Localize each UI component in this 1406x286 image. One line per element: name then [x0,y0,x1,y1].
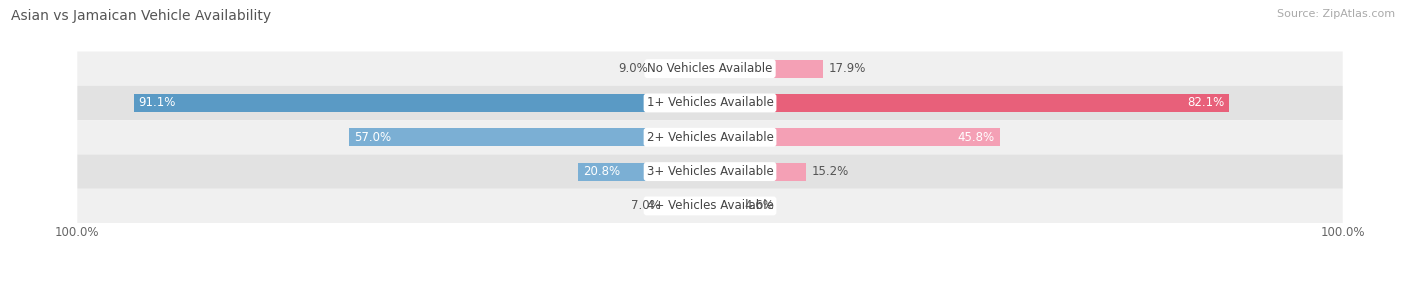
Bar [350,128,710,146]
FancyBboxPatch shape [77,154,1343,189]
Bar [710,197,740,215]
Bar [134,94,710,112]
FancyBboxPatch shape [77,86,1343,120]
Bar [710,128,1000,146]
Text: 17.9%: 17.9% [828,62,866,75]
Text: 1+ Vehicles Available: 1+ Vehicles Available [647,96,773,110]
Text: 9.0%: 9.0% [619,62,648,75]
Text: 4.6%: 4.6% [744,199,775,212]
Text: 91.1%: 91.1% [139,96,176,110]
Text: 3+ Vehicles Available: 3+ Vehicles Available [647,165,773,178]
FancyBboxPatch shape [77,51,1343,86]
Text: Source: ZipAtlas.com: Source: ZipAtlas.com [1277,9,1395,19]
Bar [710,163,806,180]
Text: 45.8%: 45.8% [957,131,995,144]
Bar [710,94,1229,112]
Text: 4+ Vehicles Available: 4+ Vehicles Available [647,199,773,212]
Bar [578,163,710,180]
Text: 82.1%: 82.1% [1187,96,1225,110]
Text: No Vehicles Available: No Vehicles Available [647,62,773,75]
FancyBboxPatch shape [77,189,1343,223]
Text: 7.0%: 7.0% [631,199,661,212]
Text: 20.8%: 20.8% [583,165,620,178]
Text: 57.0%: 57.0% [354,131,392,144]
Bar [666,197,710,215]
FancyBboxPatch shape [77,120,1343,154]
Text: 15.2%: 15.2% [811,165,848,178]
Text: 2+ Vehicles Available: 2+ Vehicles Available [647,131,773,144]
Bar [710,60,824,78]
Text: Asian vs Jamaican Vehicle Availability: Asian vs Jamaican Vehicle Availability [11,9,271,23]
Bar [654,60,710,78]
